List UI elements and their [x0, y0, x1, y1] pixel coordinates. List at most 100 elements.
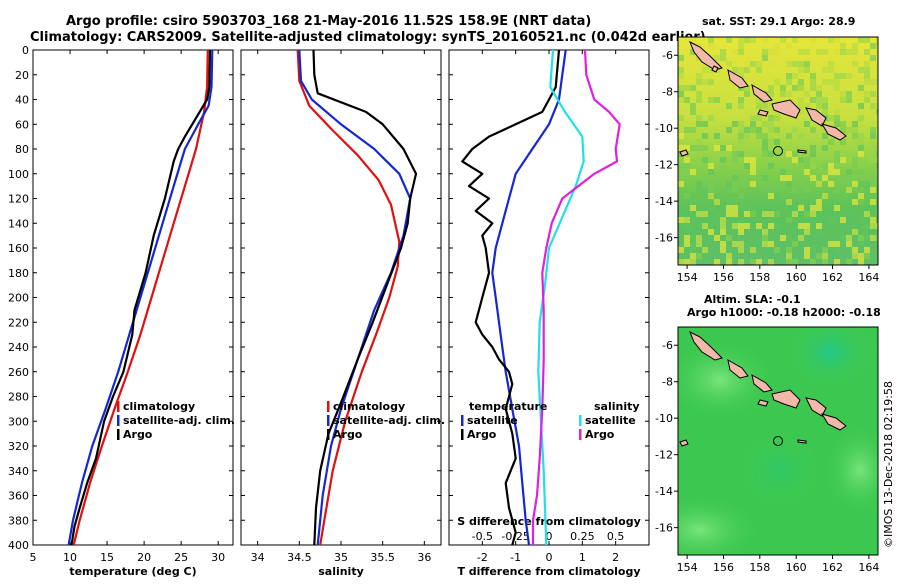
series-line-salinity-argo	[531, 49, 621, 545]
depth-tick-label: 60	[15, 118, 29, 131]
x-tick-label: 30	[211, 551, 225, 564]
lat-tick-label: -16	[655, 232, 673, 245]
lon-tick-label: 158	[749, 561, 770, 574]
legend-label: satellite	[467, 414, 518, 427]
depth-tick-label: 180	[8, 267, 29, 280]
legend-group-title: salinity	[594, 400, 640, 413]
argo-location-marker-bottom	[773, 436, 783, 446]
x2-axis-label: S difference from climatology	[457, 515, 641, 528]
lon-tick-label: 156	[713, 561, 734, 574]
plot-frame	[32, 49, 234, 546]
lon-tick-label: 162	[822, 561, 843, 574]
x-tick-label: 34.5	[287, 551, 312, 564]
legend-label: Argo	[467, 428, 497, 441]
sst-map-title: sat. SST: 29.1 Argo: 28.9	[702, 15, 855, 28]
legend-swatch	[461, 415, 464, 426]
legend-swatch	[461, 429, 464, 440]
x2-tick-label: 0	[546, 530, 553, 543]
difference-panel: -2 -1 0 1 2T difference from climatology -0.5…	[448, 49, 650, 578]
x-tick-label: 36	[417, 551, 431, 564]
temperature-panel: 0 20 40 60 80 100 120 140 160 180 200 220 240 260 280 3…	[8, 44, 235, 578]
lon-tick-label: 160	[786, 561, 807, 574]
lon-tick-label: 154	[677, 561, 698, 574]
x-axis-label: temperature (deg C)	[69, 565, 196, 578]
series-line-satellite-adj-clim-	[67, 49, 214, 546]
lat-tick-label: -6	[662, 339, 673, 352]
figure-title-line1: Argo profile: csiro 5903703_168 21-May-2…	[66, 14, 591, 29]
lat-tick-label: -8	[662, 376, 673, 389]
depth-tick-label: 80	[15, 143, 29, 156]
lon-tick-label: 164	[858, 271, 879, 284]
lon-tick-label: 160	[786, 271, 807, 284]
sst-map: sat. SST: 29.1 Argo: 28.9 -6 -8 -10 -12 -14 -…	[655, 15, 879, 284]
legend-swatch	[579, 429, 582, 440]
legend-label: Argo	[123, 428, 153, 441]
figure-title-line2: Climatology: CARS2009. Satellite-adjuste…	[30, 30, 706, 45]
lat-tick-label: -6	[662, 49, 673, 62]
depth-tick-label: 140	[8, 217, 29, 230]
series-line-argo	[70, 49, 212, 546]
x-tick-label: 35.5	[370, 551, 395, 564]
depth-tick-label: 40	[15, 94, 29, 107]
lon-tick-label: 162	[822, 271, 843, 284]
lat-tick-label: -14	[655, 195, 673, 208]
x-tick-label: 25	[174, 551, 188, 564]
depth-tick-label: 200	[8, 292, 29, 305]
legend-label: Argo	[333, 428, 363, 441]
land-solomon-islands-top	[679, 40, 847, 157]
depth-tick-label: 380	[8, 514, 29, 527]
series-line-climatology	[72, 49, 209, 546]
legend-swatch	[327, 415, 330, 426]
x-tick-label: 2	[612, 551, 619, 564]
depth-tick-label: 220	[8, 316, 29, 329]
lon-tick-label: 156	[713, 271, 734, 284]
x-tick-label: -1	[510, 551, 521, 564]
depth-tick-label: 0	[22, 44, 29, 57]
x2-tick-label: -0.5	[472, 530, 493, 543]
depth-tick-label: 300	[8, 415, 29, 428]
x2-tick-label: 0.25	[570, 530, 595, 543]
legend-label: satellite	[585, 414, 636, 427]
depth-tick-label: 400	[8, 539, 29, 552]
x-tick-label: 10	[63, 551, 77, 564]
lat-tick-label: -10	[655, 122, 673, 135]
lat-tick-label: -8	[662, 86, 673, 99]
imos-watermark: ©IMOS 13-Dec-2018 02:19:58	[882, 381, 895, 548]
x2-tick-label: 0.5	[607, 530, 625, 543]
x-axis-label: salinity	[318, 565, 364, 578]
lat-tick-label: -16	[655, 522, 673, 535]
legend-group-title: temperature	[469, 400, 547, 413]
series-line-salinity-satellite	[537, 49, 585, 546]
depth-tick-label: 260	[8, 366, 29, 379]
land-solomon-islands-bottom	[679, 330, 847, 447]
depth-tick-label: 100	[8, 168, 29, 181]
x-tick-label: 20	[137, 551, 151, 564]
lon-tick-label: 164	[858, 561, 879, 574]
legend-swatch	[579, 415, 582, 426]
depth-tick-label: 340	[8, 465, 29, 478]
legend-swatch	[117, 401, 120, 412]
depth-tick-label: 280	[8, 391, 29, 404]
x-tick-label: 1	[579, 551, 586, 564]
lon-tick-label: 154	[677, 271, 698, 284]
lat-tick-label: -10	[655, 412, 673, 425]
depth-tick-label: 120	[8, 193, 29, 206]
depth-tick-label: 20	[15, 69, 29, 82]
depth-tick-label: 320	[8, 440, 29, 453]
lat-tick-label: -12	[655, 449, 673, 462]
legend-swatch	[117, 429, 120, 440]
lat-tick-label: -12	[655, 159, 673, 172]
salinity-panel: 34 34.5 35 35.5 36 salinity climatologysatelli…	[240, 49, 445, 578]
legend-swatch	[327, 401, 330, 412]
legend-label: Argo	[585, 428, 615, 441]
x-tick-label: 15	[100, 551, 114, 564]
legend-label: satellite-adj. clim.	[333, 414, 445, 427]
lon-tick-label: 158	[749, 271, 770, 284]
argo-location-marker-top	[773, 146, 783, 156]
depth-tick-label: 360	[8, 490, 29, 503]
legend-label: climatology	[333, 400, 405, 413]
x-tick-label: 35	[334, 551, 348, 564]
x-axis-label: T difference from climatology	[457, 565, 640, 578]
sla-map-title-line2: Argo h1000: -0.18 h2000: -0.18	[687, 306, 881, 319]
